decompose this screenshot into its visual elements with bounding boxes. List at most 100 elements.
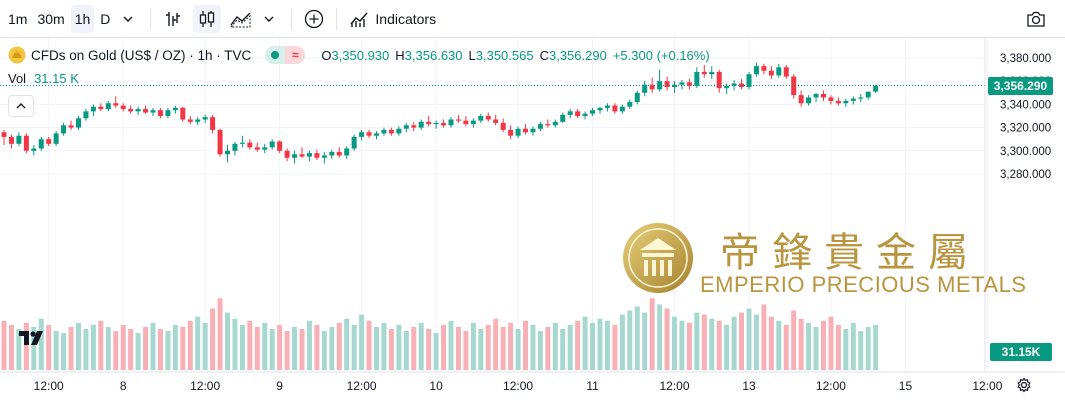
candle-chart-icon[interactable] [193, 4, 222, 33]
candle-body [165, 110, 171, 116]
candle-body [873, 85, 879, 92]
candle-body [813, 93, 819, 98]
candle-body [46, 139, 52, 144]
candle-body [90, 106, 96, 112]
tradingview-logo-icon[interactable] [18, 328, 44, 348]
chevron-down-icon[interactable] [114, 5, 142, 33]
time-tick-label: 12:00 [503, 379, 533, 393]
volume-bar [411, 326, 417, 370]
camera-icon[interactable] [1023, 6, 1049, 32]
candle-body [202, 117, 208, 120]
candle-body [68, 125, 74, 128]
volume-bar [187, 320, 193, 370]
candle-body [597, 107, 603, 111]
candle-body [217, 129, 223, 155]
candle-body [552, 121, 558, 126]
candle-body [113, 103, 119, 106]
bar-chart-icon[interactable] [159, 5, 187, 33]
candle-body [791, 76, 797, 96]
chart-grid [0, 38, 988, 372]
candle-body [508, 129, 514, 136]
interval-d-button[interactable]: D [100, 10, 111, 27]
volume-bar [567, 324, 573, 370]
candle-body [441, 122, 447, 126]
candle-body [150, 110, 156, 113]
candle-body [359, 132, 365, 137]
candle-body [187, 119, 193, 122]
volume-label: Vol [8, 71, 27, 86]
volume-bar [165, 331, 171, 370]
collapse-legend-button[interactable] [8, 95, 34, 117]
volume-bar [217, 298, 223, 370]
price-axis: 3,380.0003,360.0003,340.0003,320.0003,30… [1000, 53, 1051, 181]
interval-30m-button[interactable]: 30m [37, 10, 65, 27]
price-tick-label: 3,280.000 [1000, 169, 1051, 181]
volume-bar [485, 324, 491, 370]
gold-symbol-icon [8, 46, 26, 64]
volume-bar [314, 324, 320, 370]
candle-body [411, 125, 417, 128]
chevron-down-icon[interactable] [255, 5, 283, 33]
candle-body [195, 119, 201, 122]
market-open-dot-icon [265, 46, 286, 64]
candle-body [396, 128, 402, 134]
candle-body [105, 103, 111, 110]
volume-bar [649, 298, 655, 370]
candle-body [515, 128, 521, 136]
volume-bar [783, 324, 789, 370]
market-status-pill[interactable]: ≈ [265, 46, 306, 64]
last-price-tag: 3,356.290 [988, 76, 1053, 95]
symbol-title[interactable]: CFDs on Gold (US$ / OZ) · 1h · TVC [31, 47, 252, 63]
volume-bar [426, 329, 432, 370]
candle-body [753, 66, 759, 75]
volume-bar [247, 320, 253, 370]
volume-bar [76, 322, 81, 370]
chart-settings-gear-icon[interactable] [1014, 375, 1034, 395]
candle-body [381, 129, 387, 134]
interval-1h-button[interactable]: 1h [70, 4, 95, 33]
volume-bar [306, 320, 312, 370]
close-value: 3,356.290 [548, 47, 607, 63]
candle-body [776, 67, 782, 76]
volume-bar [843, 329, 849, 370]
candle-body [299, 154, 305, 157]
candle-body [582, 113, 588, 116]
candle-body [418, 121, 424, 128]
indicators-icon[interactable] [345, 5, 373, 33]
candle-body [545, 124, 551, 126]
volume-bar [180, 326, 186, 370]
compare-plus-icon[interactable] [300, 5, 328, 33]
volume-bar [776, 320, 782, 370]
volume-bar [604, 320, 610, 370]
candle-body [157, 110, 163, 116]
volume-bar [806, 322, 812, 370]
candle-body [567, 111, 573, 115]
indicators-button[interactable]: Indicators [375, 10, 437, 27]
candle-body [38, 139, 44, 149]
area-chart-icon[interactable] [227, 5, 255, 33]
candle-body [478, 116, 484, 121]
volume-bar [418, 322, 424, 370]
volume-bar [195, 316, 201, 370]
volume-bar [53, 331, 59, 370]
time-tick-label: 12:00 [190, 379, 220, 393]
candle-body [672, 84, 677, 87]
candle-body [716, 71, 722, 89]
volume-bar [254, 326, 260, 370]
volume-bar [835, 324, 841, 370]
time-tick-label: 15 [899, 379, 913, 393]
volume-bar [202, 322, 208, 370]
candle-body [768, 70, 774, 76]
candle-body [374, 133, 379, 136]
low-label: L [468, 47, 476, 63]
volume-bar [8, 324, 14, 370]
volume-bar [731, 316, 737, 370]
interval-1m-button[interactable]: 1m [8, 10, 28, 27]
candle-body [277, 141, 283, 151]
candle-body [225, 150, 230, 155]
candle-body [269, 141, 275, 148]
candle-body [143, 109, 149, 113]
candle-body [642, 84, 648, 93]
volume-bar [463, 331, 469, 370]
candle-body [701, 71, 707, 75]
